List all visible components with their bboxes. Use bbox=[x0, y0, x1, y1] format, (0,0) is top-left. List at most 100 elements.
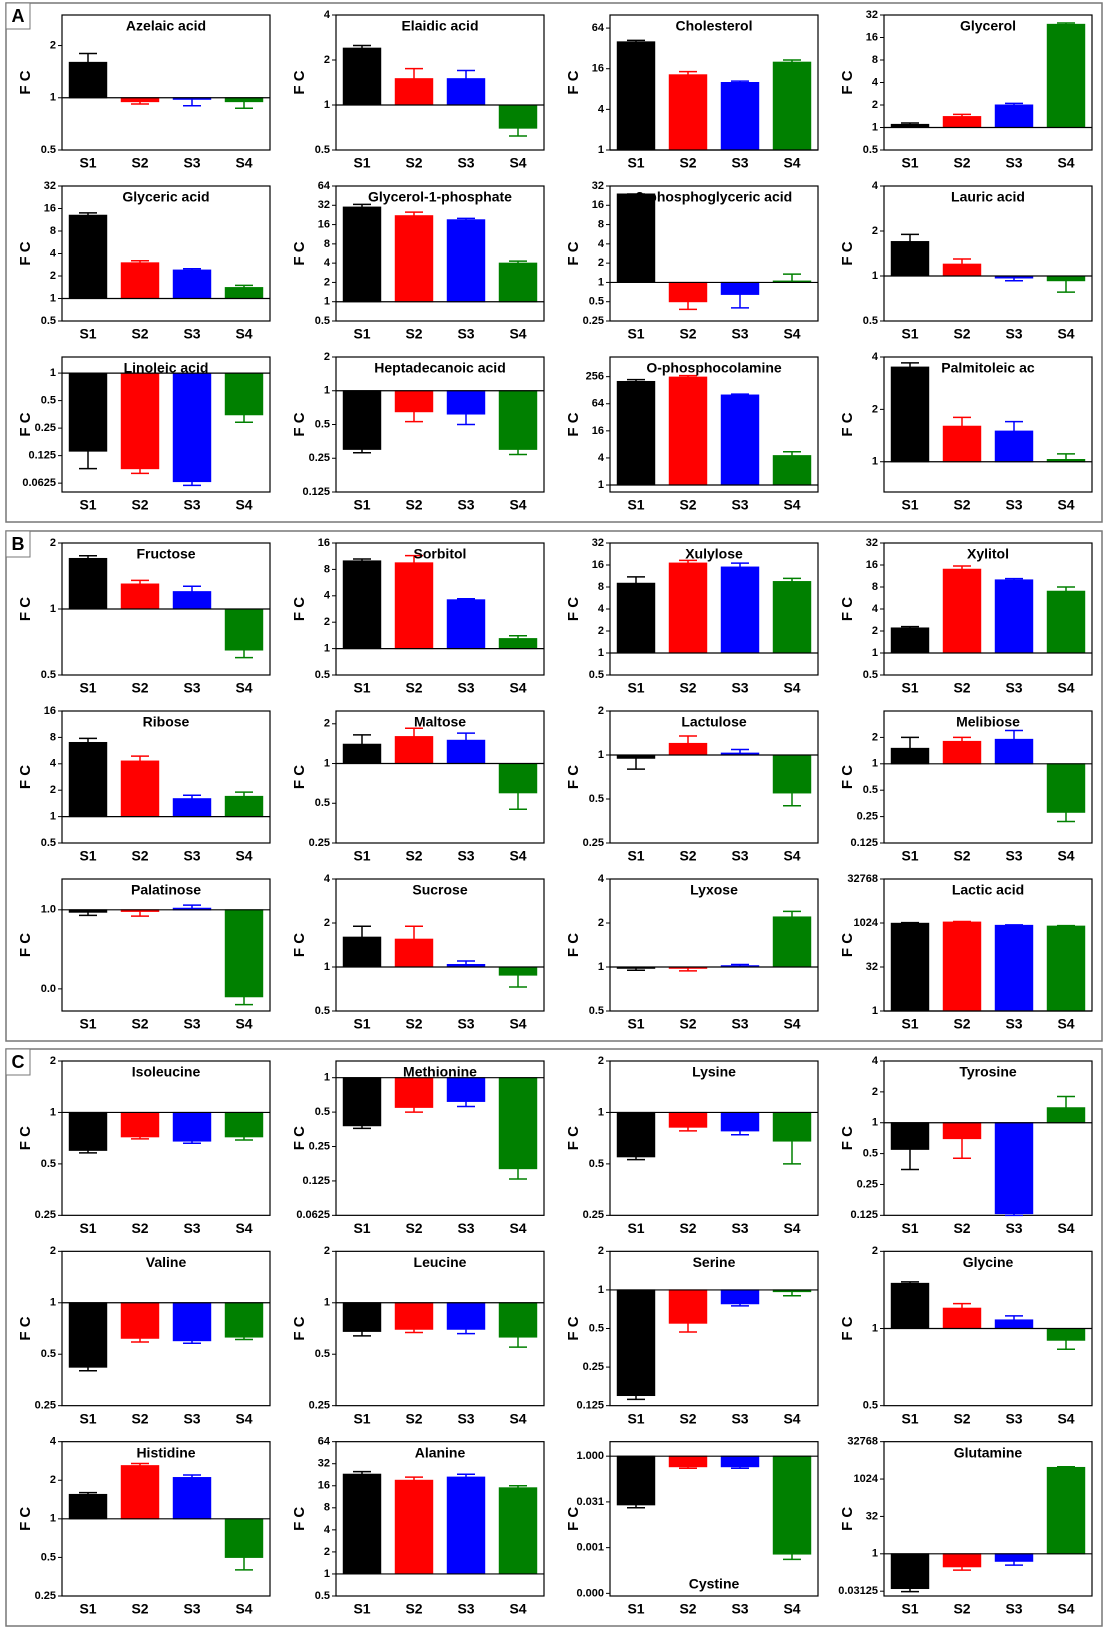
y-tick-label: 32 bbox=[866, 537, 878, 549]
bar bbox=[720, 566, 760, 654]
y-tick-label: 1.000 bbox=[576, 1450, 604, 1462]
bar bbox=[994, 1319, 1034, 1330]
bar bbox=[172, 591, 212, 610]
y-axis-label: F C bbox=[565, 1507, 582, 1531]
x-tick-label: S2 bbox=[953, 848, 970, 864]
x-tick-label: S3 bbox=[731, 1016, 748, 1032]
y-tick-label: 32768 bbox=[847, 1436, 878, 1448]
y-tick-label: 0.25 bbox=[309, 1140, 330, 1152]
panel-label: C bbox=[12, 1052, 25, 1072]
x-tick-label: S4 bbox=[1057, 680, 1074, 696]
x-tick-label: S1 bbox=[627, 848, 644, 864]
bar bbox=[890, 627, 930, 654]
x-tick-label: S2 bbox=[405, 497, 422, 513]
y-tick-label: 32 bbox=[318, 199, 330, 211]
plot-frame bbox=[609, 1060, 819, 1216]
x-tick-label: S1 bbox=[901, 155, 918, 171]
bar bbox=[668, 281, 708, 303]
y-tick-label: 1 bbox=[324, 99, 330, 111]
chart-title: Lysine bbox=[692, 1064, 736, 1080]
y-tick-label: 2 bbox=[324, 1245, 330, 1257]
plot-frame bbox=[335, 1060, 545, 1216]
chart-title: Serine bbox=[693, 1254, 736, 1270]
bar bbox=[68, 1302, 108, 1368]
y-tick-label: 1 bbox=[872, 1322, 878, 1334]
x-tick-label: S3 bbox=[457, 497, 474, 513]
bar bbox=[498, 1302, 538, 1338]
x-tick-label: S2 bbox=[405, 848, 422, 864]
x-tick-label: S2 bbox=[953, 497, 970, 513]
bar bbox=[394, 78, 434, 106]
bar bbox=[772, 1111, 812, 1142]
y-tick-label: 0.5 bbox=[315, 1590, 330, 1602]
bar bbox=[342, 1302, 382, 1332]
y-tick-label: 2 bbox=[598, 1245, 604, 1257]
chart-title: Cholesterol bbox=[675, 18, 752, 34]
chart-title: Xulylose bbox=[685, 546, 743, 562]
x-tick-label: S3 bbox=[183, 155, 200, 171]
x-tick-label: S1 bbox=[79, 1601, 96, 1617]
y-axis-label: F C bbox=[839, 70, 856, 94]
bar bbox=[720, 394, 760, 486]
x-tick-label: S2 bbox=[679, 848, 696, 864]
x-tick-label: S1 bbox=[79, 155, 96, 171]
x-tick-label: S4 bbox=[783, 1220, 800, 1236]
y-axis-label: F C bbox=[17, 70, 34, 94]
y-tick-label: 1 bbox=[598, 749, 604, 761]
bar bbox=[994, 579, 1034, 654]
x-tick-label: S1 bbox=[353, 1601, 370, 1617]
y-tick-label: 16 bbox=[592, 559, 604, 571]
x-tick-label: S4 bbox=[1057, 1220, 1074, 1236]
y-axis-label: F C bbox=[17, 1507, 34, 1531]
y-tick-label: 2 bbox=[598, 705, 604, 717]
bar bbox=[224, 1518, 264, 1558]
chart-title: Azelaic acid bbox=[126, 18, 206, 34]
y-tick-label: 0.5 bbox=[41, 144, 56, 156]
x-tick-label: S1 bbox=[79, 680, 96, 696]
y-tick-label: 0.5 bbox=[41, 1551, 56, 1563]
y-axis-label: F C bbox=[839, 597, 856, 621]
y-tick-label: 0.5 bbox=[589, 1158, 604, 1170]
x-tick-label: S2 bbox=[405, 1016, 422, 1032]
x-tick-label: S1 bbox=[901, 1410, 918, 1426]
y-tick-label: 1 bbox=[324, 643, 330, 655]
y-tick-label: 0.03125 bbox=[838, 1585, 878, 1597]
bar bbox=[394, 215, 434, 303]
x-tick-label: S1 bbox=[901, 680, 918, 696]
x-tick-label: S4 bbox=[235, 155, 252, 171]
x-tick-label: S2 bbox=[131, 848, 148, 864]
x-tick-label: S1 bbox=[627, 497, 644, 513]
y-tick-label: 1 bbox=[50, 1513, 56, 1525]
x-tick-label: S1 bbox=[627, 1601, 644, 1617]
bar bbox=[224, 1302, 264, 1338]
bar bbox=[1046, 275, 1086, 282]
y-axis-label: F C bbox=[839, 933, 856, 957]
y-tick-label: 0.5 bbox=[863, 784, 878, 796]
y-axis-label: F C bbox=[291, 765, 308, 789]
y-tick-label: 32 bbox=[592, 537, 604, 549]
y-tick-label: 0.5 bbox=[41, 315, 56, 327]
y-tick-label: 2 bbox=[50, 1055, 56, 1067]
y-axis-label: F C bbox=[17, 1316, 34, 1340]
y-tick-label: 32 bbox=[592, 180, 604, 192]
bar bbox=[68, 61, 108, 99]
y-axis-label: F C bbox=[17, 597, 34, 621]
x-tick-label: S1 bbox=[901, 326, 918, 342]
y-tick-label: 2 bbox=[324, 718, 330, 730]
bar bbox=[224, 795, 264, 818]
y-tick-label: 0.000 bbox=[576, 1587, 604, 1599]
y-tick-label: 2 bbox=[598, 625, 604, 637]
y-tick-label: 16 bbox=[592, 199, 604, 211]
y-tick-label: 2 bbox=[50, 1474, 56, 1486]
y-tick-label: 4 bbox=[324, 9, 331, 21]
x-tick-label: S2 bbox=[131, 680, 148, 696]
bar bbox=[1046, 1328, 1086, 1341]
plot-frame bbox=[335, 14, 545, 151]
x-tick-label: S1 bbox=[627, 1016, 644, 1032]
y-tick-label: 4 bbox=[872, 180, 879, 192]
y-tick-label: 0.5 bbox=[589, 1322, 604, 1334]
bar bbox=[668, 1111, 708, 1128]
x-tick-label: S2 bbox=[405, 155, 422, 171]
plot-frame bbox=[61, 1060, 271, 1216]
y-tick-label: 1 bbox=[50, 292, 56, 304]
